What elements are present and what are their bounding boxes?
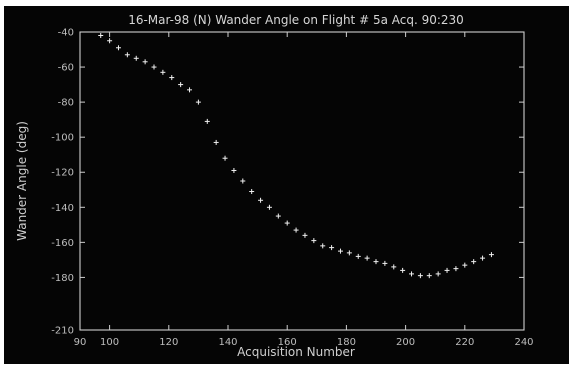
y-tick-label: -40: [58, 28, 74, 39]
data-point: [275, 213, 281, 219]
y-tick-label: -210: [51, 326, 74, 337]
data-point: [187, 87, 193, 93]
y-tick-label: -120: [51, 168, 74, 179]
data-point: [178, 82, 184, 88]
data-point: [400, 267, 406, 273]
x-tick-label: 100: [100, 337, 119, 348]
data-point: [204, 118, 210, 124]
y-axis-ticks: -40 -60 -80 -100 -120 -140 -160 -180 -210: [51, 28, 524, 337]
data-point: [391, 264, 397, 270]
data-point: [266, 204, 272, 210]
data-point: [258, 197, 264, 203]
y-tick-label: -180: [51, 273, 74, 284]
data-point: [249, 189, 255, 195]
data-point: [98, 33, 104, 39]
data-point: [462, 262, 468, 268]
y-tick-label: -160: [51, 238, 74, 249]
data-point: [133, 55, 139, 61]
x-axis-ticks: 90 100 120 140 160 180 200 220 240: [74, 32, 534, 348]
x-tick-label: 160: [278, 337, 297, 348]
data-point: [169, 75, 175, 81]
data-series: [98, 33, 494, 279]
y-tick-label: -100: [51, 133, 74, 144]
data-point: [320, 243, 326, 249]
data-point: [346, 250, 352, 256]
data-point: [240, 178, 246, 184]
x-tick-label: 220: [455, 337, 474, 348]
x-tick-label: 120: [159, 337, 178, 348]
plot-frame: [79, 31, 525, 331]
data-point: [382, 260, 388, 266]
data-point: [311, 238, 317, 244]
data-point: [151, 64, 157, 70]
wander-angle-chart: 16-Mar-98 (N) Wander Angle on Flight # 5…: [15, 13, 534, 359]
data-point: [453, 266, 459, 272]
x-tick-label: 140: [218, 337, 237, 348]
data-point: [337, 248, 343, 254]
data-point: [426, 273, 432, 279]
data-point: [409, 271, 415, 277]
y-tick-label: -140: [51, 203, 74, 214]
data-point: [115, 45, 121, 51]
data-point: [107, 38, 113, 44]
data-point: [284, 220, 290, 226]
data-point: [364, 255, 370, 261]
data-point: [302, 232, 308, 238]
y-tick-label: -80: [58, 98, 74, 109]
data-point: [435, 271, 441, 277]
x-tick-label: 180: [337, 337, 356, 348]
data-point: [213, 139, 219, 145]
data-point: [417, 273, 423, 279]
y-tick-label: -60: [58, 63, 74, 74]
data-point: [329, 245, 335, 251]
data-point: [222, 155, 228, 161]
data-point: [142, 59, 148, 65]
data-point: [480, 255, 486, 261]
data-point: [160, 69, 166, 75]
x-tick-label: 200: [396, 337, 415, 348]
data-point: [195, 99, 201, 105]
data-point: [444, 267, 450, 273]
data-point: [373, 259, 379, 265]
data-point: [355, 253, 361, 259]
chart-figure: 16-Mar-98 (N) Wander Angle on Flight # 5…: [4, 6, 569, 364]
data-point: [293, 227, 299, 233]
data-point: [471, 259, 477, 265]
data-point: [124, 52, 130, 58]
y-axis-label: Wander Angle (deg): [15, 121, 29, 241]
x-tick-label: 240: [514, 337, 533, 348]
chart-title: 16-Mar-98 (N) Wander Angle on Flight # 5…: [128, 13, 464, 27]
x-tick-label: 90: [74, 337, 87, 348]
x-axis-label: Acquisition Number: [237, 345, 355, 359]
data-point: [488, 252, 494, 258]
data-point: [231, 167, 237, 173]
